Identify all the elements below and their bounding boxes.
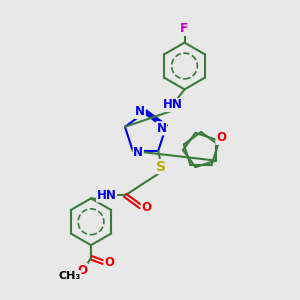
Text: CH₃: CH₃ [59,271,81,281]
Text: N: N [133,146,143,159]
Text: N: N [157,122,166,135]
Text: N: N [135,105,145,119]
Text: O: O [78,264,88,277]
Text: S: S [156,160,166,174]
Text: F: F [180,22,189,35]
Text: O: O [216,131,226,144]
Text: HN: HN [97,189,116,202]
Text: HN: HN [163,98,183,112]
Text: O: O [104,256,114,269]
Text: O: O [141,202,151,214]
